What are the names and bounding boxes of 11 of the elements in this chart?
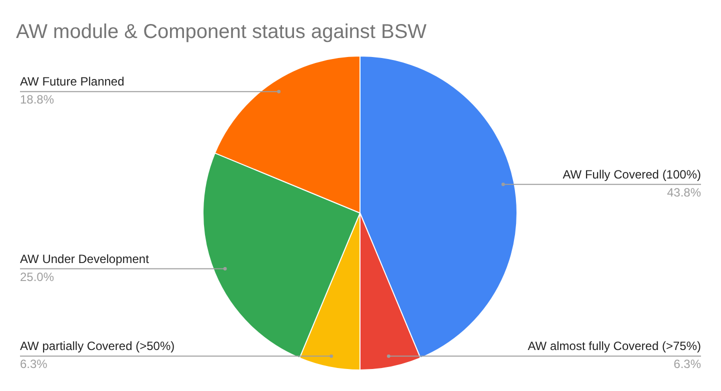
chart-title: AW module & Component status against BSW bbox=[16, 21, 427, 43]
data-label: 25.0% bbox=[20, 270, 54, 284]
slice-label: AW almost fully Covered (>75%) bbox=[528, 339, 701, 354]
data-label: 6.3% bbox=[674, 357, 702, 372]
slice-label: AW Future Planned bbox=[20, 74, 124, 89]
data-label: 43.8% bbox=[666, 185, 702, 200]
slice-label: AW partially Covered (>50%) bbox=[20, 339, 175, 354]
slice-label: AW Fully Covered (100%) bbox=[562, 167, 701, 182]
data-label: 6.3% bbox=[20, 357, 48, 372]
slice-label: AW Under Development bbox=[20, 252, 150, 266]
data-label: 18.8% bbox=[20, 92, 54, 107]
